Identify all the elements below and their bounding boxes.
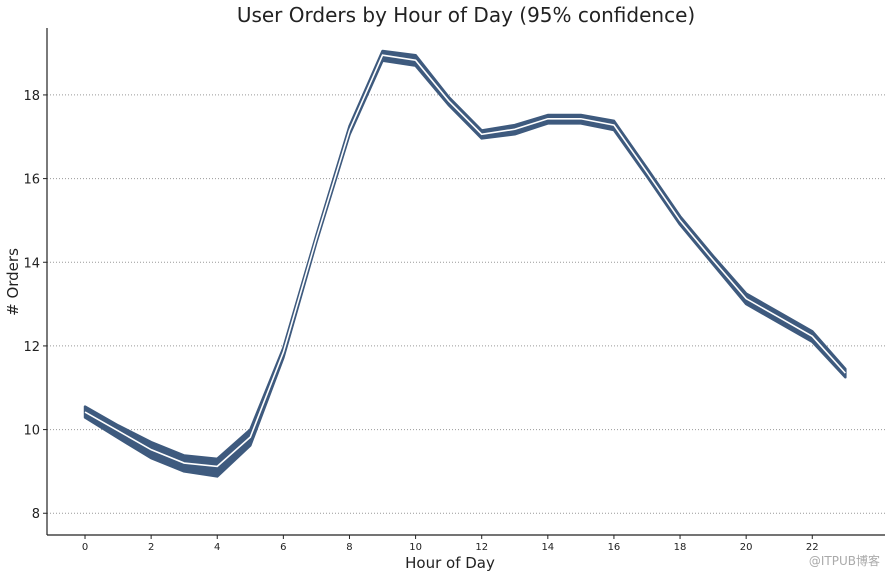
watermark: @ITPUB博客 — [808, 554, 880, 568]
y-tick-label: 12 — [23, 340, 40, 355]
chart-title: User Orders by Hour of Day (95% confiden… — [237, 3, 695, 27]
x-tick-label: 0 — [82, 542, 88, 553]
x-tick-label: 8 — [346, 542, 352, 553]
y-tick-label: 8 — [32, 507, 40, 522]
y-tick-label: 10 — [23, 424, 40, 439]
x-tick-label: 22 — [806, 542, 819, 553]
x-tick-label: 20 — [740, 542, 753, 553]
x-tick-label: 14 — [541, 542, 554, 553]
x-tick-label: 18 — [674, 542, 687, 553]
mean-line — [84, 54, 846, 468]
x-tick-label: 16 — [608, 542, 621, 553]
x-tick-label: 4 — [214, 542, 220, 553]
x-axis-label: Hour of Day — [405, 554, 495, 572]
y-axis-label: # Orders — [4, 248, 22, 316]
y-tick-label: 18 — [23, 89, 40, 104]
x-tick-label: 6 — [280, 542, 286, 553]
y-tick-label: 14 — [23, 256, 40, 271]
x-tick-label: 12 — [475, 542, 488, 553]
x-tick-label: 2 — [148, 542, 154, 553]
y-tick-label: 16 — [23, 173, 40, 188]
x-tick-label: 10 — [409, 542, 422, 553]
confidence-band — [83, 49, 847, 478]
